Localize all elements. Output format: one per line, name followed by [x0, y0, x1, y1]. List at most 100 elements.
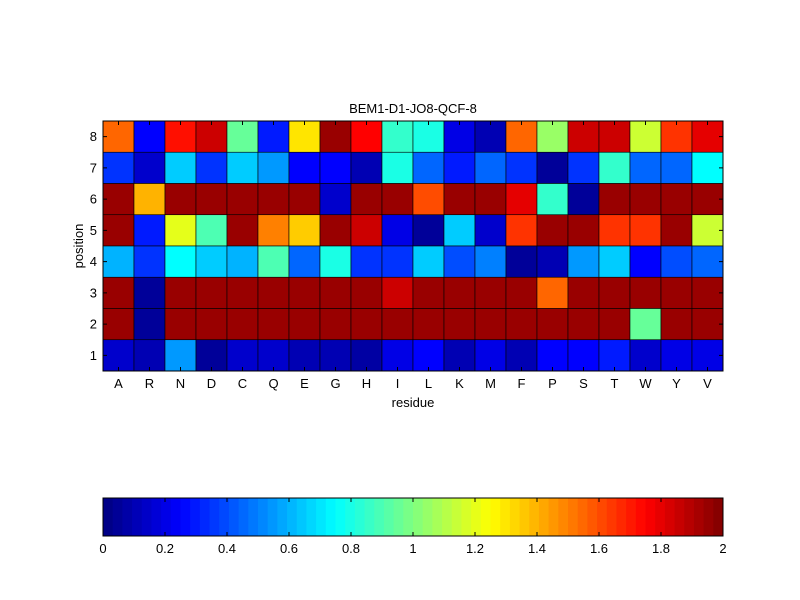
heatmap-cell-7-Q	[257, 151, 290, 184]
heatmap-cell-6-Q	[257, 183, 290, 216]
heatmap-cell-7-F	[505, 151, 538, 184]
colorbar-swatch	[548, 498, 559, 536]
heatmap-cell-1-C	[226, 339, 259, 372]
x-tick-label: P	[548, 376, 557, 391]
x-tick-label: F	[518, 376, 526, 391]
colorbar-swatch	[132, 498, 143, 536]
heatmap-cell-7-I	[381, 151, 414, 184]
heatmap-cell-5-Q	[257, 214, 290, 247]
heatmap-cell-3-F	[505, 276, 538, 309]
heatmap-cell-7-S	[567, 151, 600, 184]
colorbar-swatch	[306, 498, 317, 536]
y-tick-label: 4	[90, 254, 97, 269]
heatmap-cell-5-P	[536, 214, 569, 247]
heatmap-cell-3-W	[629, 276, 662, 309]
heatmap-cell-8-T	[598, 120, 631, 153]
colorbar-swatch	[209, 498, 220, 536]
heatmap-cell-2-W	[629, 308, 662, 341]
heatmap-cell-4-M	[474, 245, 507, 278]
colorbar-swatch	[529, 498, 540, 536]
y-tick-labels: 8 7 6 5 4 3 2 1	[90, 129, 723, 363]
heatmap-cell-5-S	[567, 214, 600, 247]
colorbar-swatch	[451, 498, 462, 536]
heatmap-cell-1-A	[102, 339, 135, 372]
colorbar-swatch	[112, 498, 123, 536]
colorbar-tick-labels: 0 0.2 0.4 0.6 0.8 1 1.2 1.4 1.6 1.8 2	[99, 498, 727, 556]
y-tick-label: 8	[90, 129, 97, 144]
heatmap-cell-7-W	[629, 151, 662, 184]
colorbar-tick-label: 0.6	[280, 541, 298, 556]
heatmap-cell-5-T	[598, 214, 631, 247]
heatmap-cell-6-C	[226, 183, 259, 216]
x-tick-label: V	[703, 376, 712, 391]
heatmap-cell-4-F	[505, 245, 538, 278]
x-tick-label: Y	[672, 376, 681, 391]
heatmap-cell-4-W	[629, 245, 662, 278]
heatmap-cell-6-T	[598, 183, 631, 216]
y-tick-label: 6	[90, 192, 97, 207]
heatmap-cell-2-Y	[660, 308, 693, 341]
heatmap-cell-3-K	[443, 276, 476, 309]
heatmap-cell-5-K	[443, 214, 476, 247]
heatmap-cell-3-E	[288, 276, 321, 309]
heatmap-cell-5-W	[629, 214, 662, 247]
heatmap-cell-2-K	[443, 308, 476, 341]
heatmap-cell-4-R	[133, 245, 166, 278]
heatmap-cell-1-I	[381, 339, 414, 372]
colorbar-swatch	[568, 498, 579, 536]
heatmap-cell-8-W	[629, 120, 662, 153]
colorbar-swatch	[267, 498, 278, 536]
heatmap-cell-1-R	[133, 339, 166, 372]
heatmap-cell-1-Q	[257, 339, 290, 372]
colorbar-swatch	[432, 498, 443, 536]
heatmap-cell-7-E	[288, 151, 321, 184]
colorbar-tick-label: 2	[719, 541, 726, 556]
colorbar-swatch	[199, 498, 211, 536]
heatmap-cell-2-Q	[257, 308, 290, 341]
heatmap-cell-2-I	[381, 308, 414, 341]
heatmap-cell-6-K	[443, 183, 476, 216]
heatmap-cell-3-R	[133, 276, 166, 309]
colorbar-swatch	[161, 498, 172, 536]
heatmap-cell-4-N	[164, 245, 197, 278]
heatmap-cell-7-A	[102, 151, 135, 184]
heatmap-cell-2-M	[474, 308, 507, 341]
colorbar-swatch	[180, 498, 191, 536]
heatmap-cell-5-G	[319, 214, 352, 247]
colorbar-tick-label: 0.2	[156, 541, 174, 556]
colorbar-swatch	[577, 498, 588, 536]
heatmap-cell-2-E	[288, 308, 321, 341]
x-tick-label: Q	[268, 376, 278, 391]
colorbar-swatch	[538, 498, 550, 536]
heatmap-cell-3-H	[350, 276, 383, 309]
heatmap-cell-5-N	[164, 214, 197, 247]
heatmap-cell-4-L	[412, 245, 445, 278]
heatmap-cell-2-C	[226, 308, 259, 341]
heatmap-cell-5-V	[691, 214, 724, 247]
x-axis-label: residue	[392, 395, 435, 410]
heatmap-cells	[102, 120, 724, 372]
heatmap-cell-8-N	[164, 120, 197, 153]
colorbar-swatch	[558, 498, 569, 536]
colorbar-swatch	[509, 498, 521, 536]
heatmap-cell-1-P	[536, 339, 569, 372]
heatmap-cell-4-V	[691, 245, 724, 278]
colorbar-swatch	[219, 498, 230, 536]
heatmap-cell-6-D	[195, 183, 228, 216]
heatmap-cell-8-Y	[660, 120, 693, 153]
colorbar-swatch	[664, 498, 676, 536]
heatmap-cell-3-Q	[257, 276, 290, 309]
colorbar-swatch	[374, 498, 385, 536]
colorbar-swatch	[287, 498, 298, 536]
x-tick-label: G	[330, 376, 340, 391]
heatmap-cell-2-V	[691, 308, 724, 341]
heatmap-cell-4-H	[350, 245, 383, 278]
colorbar-swatch	[713, 498, 724, 536]
heatmap-cell-2-S	[567, 308, 600, 341]
colorbar-tick-label: 1.8	[652, 541, 670, 556]
heatmap-cell-7-C	[226, 151, 259, 184]
colorbar-swatch	[248, 498, 259, 536]
heatmap-cell-3-T	[598, 276, 631, 309]
colorbar-swatch	[626, 498, 637, 536]
colorbar-swatch	[238, 498, 249, 536]
